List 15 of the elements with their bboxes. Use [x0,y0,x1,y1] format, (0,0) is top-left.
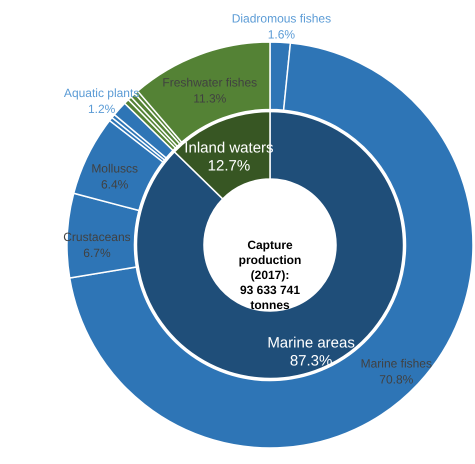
data-label: 70.8% [379,372,414,387]
data-label: 6.4% [100,177,129,192]
data-label: 12.7% [208,158,250,175]
slice-label: Diadromous fishes [232,11,332,26]
data-label: 1.2% [88,102,116,116]
data-label: 87.3% [290,352,332,370]
data-label: 1.6% [268,27,296,42]
data-label: 11.3% [193,92,227,106]
slice-label: Freshwater fishes [162,76,258,90]
slice-label: Marine areas [267,334,355,352]
text: Capture production (2017): 93 633 741 tonnes [238,238,302,312]
data-label: 6.7% [83,246,111,260]
slice-label: Marine fishes [360,356,432,371]
slice-label: Molluscs [91,161,138,176]
slice-label: Aquatic plants [64,86,140,100]
